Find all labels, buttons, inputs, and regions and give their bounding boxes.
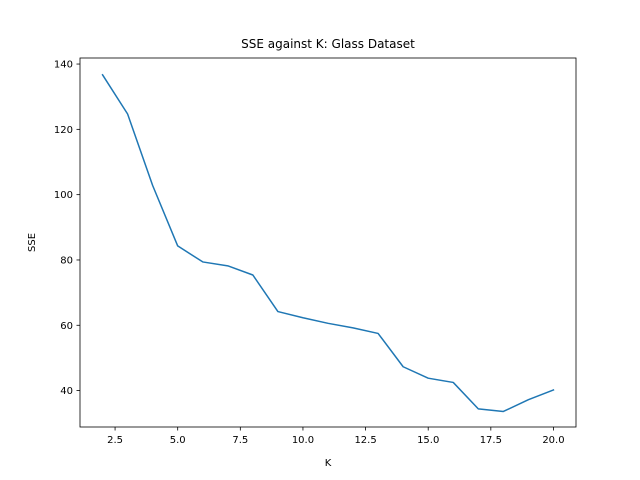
x-tick-label: 5.0 [170,435,186,446]
x-tick-label: 2.5 [107,435,123,446]
y-tick-label: 60 [60,321,73,332]
x-axis: 2.5 5.0 7.5 10.0 12.5 15.0 17.5 20.0 [107,427,565,446]
x-tick-label: 10.0 [292,435,314,446]
series-line-0 [101,73,555,413]
x-tick-label: 7.5 [232,435,248,446]
y-tick-label: 120 [54,125,73,136]
y-axis: 40 60 80 100 120 140 [54,60,80,397]
x-axis-label: K [325,458,332,469]
y-tick-label: 40 [60,386,73,397]
y-tick-label: 80 [60,255,73,266]
axes-frame [79,57,577,428]
x-tick-label: 20.0 [542,435,564,446]
y-tick-label: 100 [54,190,73,201]
x-tick-label: 15.0 [417,435,439,446]
x-tick-label: 12.5 [354,435,376,446]
y-tick-label: 140 [54,60,73,71]
y-axis-label: SSE [27,233,38,252]
x-tick-label: 17.5 [480,435,502,446]
plot-area [101,73,555,413]
chart-title: SSE against K: Glass Dataset [241,37,415,51]
